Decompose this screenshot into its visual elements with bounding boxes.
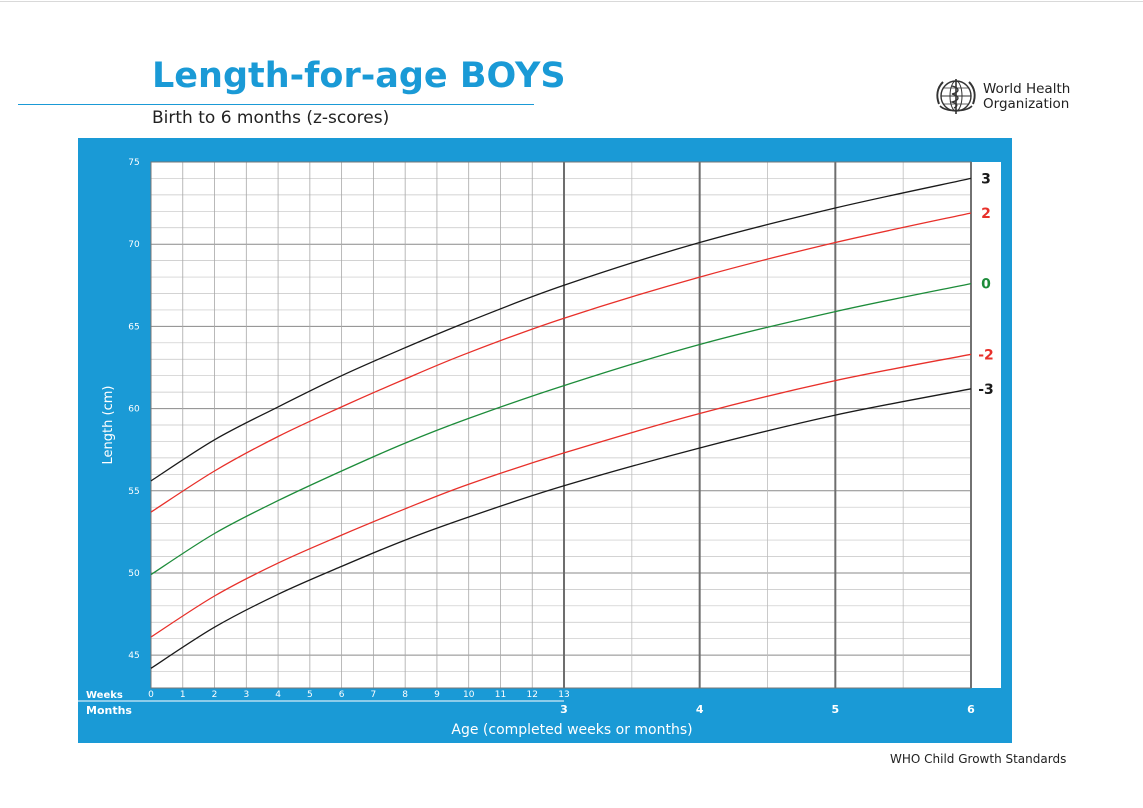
footer-text: WHO Child Growth Standards xyxy=(890,752,1067,766)
zscore-label-3: 3 xyxy=(981,171,991,187)
x-week-tick-label: 7 xyxy=(371,690,377,700)
who-emblem-icon xyxy=(936,79,976,114)
page-title: Length-for-age BOYS xyxy=(152,56,566,96)
page-subtitle: Birth to 6 months (z-scores) xyxy=(152,108,390,128)
months-row-label: Months xyxy=(86,704,132,717)
x-month-tick-label: 3 xyxy=(560,703,568,716)
y-tick-label-right: 70 xyxy=(1013,240,1025,250)
x-week-tick-label: 0 xyxy=(148,690,154,700)
y-tick-label-right: 75 xyxy=(1013,158,1024,168)
x-month-tick-label: 6 xyxy=(967,703,975,716)
zscore-label-0: 0 xyxy=(981,277,991,293)
plot-border xyxy=(150,161,972,689)
y-tick-label-right: 45 xyxy=(1013,651,1024,661)
x-week-tick-label: 11 xyxy=(495,690,506,700)
x-week-tick-label: 1 xyxy=(180,690,186,700)
organization-name: World Health Organization xyxy=(983,82,1070,112)
zscore-line-2 xyxy=(150,212,972,513)
zscore-line--2 xyxy=(150,353,972,638)
x-week-tick-label: 9 xyxy=(434,690,440,700)
org-name-line1: World Health xyxy=(983,81,1071,97)
y-tick-label-left: 50 xyxy=(128,569,140,579)
y-tick-label-left: 60 xyxy=(128,405,140,415)
x-week-tick-label: 8 xyxy=(402,690,408,700)
zscore-line-0 xyxy=(150,282,972,576)
y-tick-label-right: 65 xyxy=(1013,322,1024,332)
x-week-tick-label: 12 xyxy=(527,690,538,700)
org-name-line2: Organization xyxy=(983,96,1070,112)
x-axis-label: Age (completed weeks or months) xyxy=(451,722,692,738)
top-border xyxy=(0,1,1143,2)
y-axis-label: Length (cm) xyxy=(101,386,116,465)
x-week-tick-label: 6 xyxy=(339,690,345,700)
zscore-label--2: -2 xyxy=(978,347,994,363)
x-month-tick-label: 4 xyxy=(696,703,704,716)
x-week-tick-label: 13 xyxy=(558,690,569,700)
y-tick-label-left: 55 xyxy=(128,487,139,497)
title-underline xyxy=(18,104,534,105)
y-tick-label-left: 70 xyxy=(128,240,140,250)
zscore-label--3: -3 xyxy=(978,382,994,398)
weeks-row-label: Weeks xyxy=(86,690,123,701)
y-tick-label-right: 50 xyxy=(1013,569,1025,579)
x-week-tick-label: 2 xyxy=(212,690,218,700)
zscore-label-2: 2 xyxy=(981,206,991,222)
zscore-line--3 xyxy=(150,388,972,669)
x-month-tick-label: 5 xyxy=(832,703,840,716)
zscore-line-3 xyxy=(150,177,972,482)
x-week-tick-label: 4 xyxy=(275,690,281,700)
x-week-tick-label: 5 xyxy=(307,690,313,700)
y-tick-label-left: 75 xyxy=(128,158,139,168)
y-tick-label-left: 45 xyxy=(128,651,139,661)
y-tick-label-right: 55 xyxy=(1013,487,1024,497)
y-tick-label-left: 65 xyxy=(128,322,139,332)
y-tick-label-right: 60 xyxy=(1013,405,1025,415)
x-week-tick-label: 10 xyxy=(463,690,475,700)
x-week-tick-label: 3 xyxy=(243,690,249,700)
